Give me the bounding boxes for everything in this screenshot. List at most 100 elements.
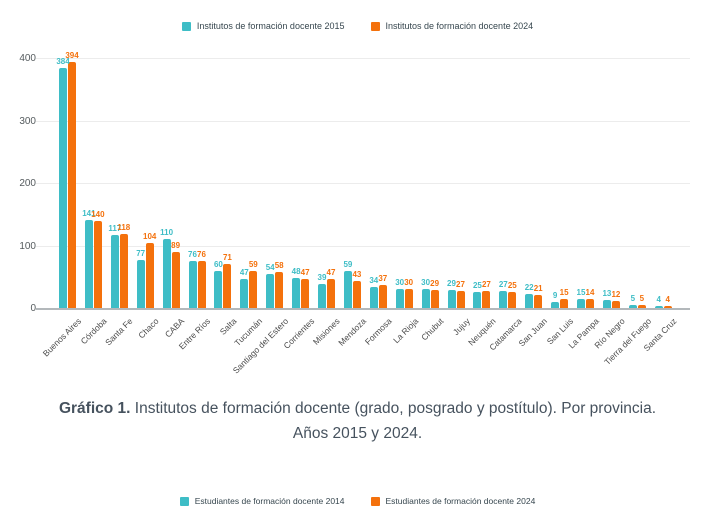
bar-value-2015-misiones: 39 xyxy=(317,272,327,282)
legend-swatch-icon xyxy=(370,21,380,31)
bar-2015-santa-fe[interactable] xyxy=(110,234,119,308)
bar-2015-santa-cruz[interactable] xyxy=(654,305,663,308)
bar-value-2015-cordoba: 141 xyxy=(82,208,96,218)
bar-chart-institutos: 0 100 200 300 400 384 394 141 140 117 118 77 104 110 8… xyxy=(19,51,690,388)
x-label-mendoza: Mendoza xyxy=(336,316,368,348)
bar-2024-santa-fe[interactable] xyxy=(119,234,128,308)
bar-2015-caba[interactable] xyxy=(162,239,171,308)
bar-value-2015-entre-rios: 76 xyxy=(188,249,197,259)
bar-2015-formosa[interactable] xyxy=(369,286,378,308)
bar-2015-jujuy[interactable] xyxy=(447,289,456,308)
bar-2024-tierra-del-fuego[interactable] xyxy=(637,304,646,308)
bar-2024-misiones[interactable] xyxy=(327,278,335,308)
bar-value-2015-caba: 110 xyxy=(160,228,174,238)
bar-2015-misiones[interactable] xyxy=(318,283,326,308)
bar-value-2024-entre-rios: 76 xyxy=(197,249,206,259)
plot-area: 0 100 200 300 400 384 394 141 140 117 118 77 104 110 8… xyxy=(19,51,690,314)
bar-2024-mendoza[interactable] xyxy=(352,281,361,308)
bar-2015-rio-negro[interactable] xyxy=(602,299,611,308)
bar-2015-san-luis[interactable] xyxy=(551,302,560,308)
chart-legend-bottom: Estudiantes de formación docente 2014 Est… xyxy=(0,496,715,506)
bar-value-2024-jujuy: 27 xyxy=(456,280,465,290)
legend-label: Estudiantes de formación docente 2014 xyxy=(194,496,345,506)
figure-caption: Gráfico 1. Institutos de formación docen… xyxy=(0,396,715,446)
bar-2024-salta[interactable] xyxy=(223,263,232,308)
bar-2024-santiago-del-estero[interactable] xyxy=(275,271,284,308)
bar-value-2015-tucuman: 47 xyxy=(239,267,249,277)
bar-2015-corrientes[interactable] xyxy=(292,278,301,308)
bar-2015-buenos-aires[interactable] xyxy=(59,68,67,308)
legend-swatch-icon xyxy=(370,496,380,506)
bar-2024-formosa[interactable] xyxy=(378,284,387,308)
bar-2024-caba[interactable] xyxy=(171,252,180,308)
gridline-100 xyxy=(36,245,690,247)
legend-swatch-icon xyxy=(181,21,191,31)
bar-value-2024-caba: 89 xyxy=(171,241,181,251)
bar-2024-corrientes[interactable] xyxy=(301,278,310,308)
gridline-300 xyxy=(36,120,690,122)
bar-2024-entre-rios[interactable] xyxy=(197,260,206,308)
bar-value-2024-catamarca: 25 xyxy=(507,281,517,291)
bar-value-2024-la-pampa: 14 xyxy=(585,288,595,298)
bar-value-2015-mendoza: 59 xyxy=(343,260,353,270)
bar-value-2015-san-juan: 22 xyxy=(524,283,534,293)
legend-label: Institutos de formación docente 2015 xyxy=(196,21,345,31)
bar-2015-santiago-del-estero[interactable] xyxy=(266,274,275,308)
bar-2015-catamarca[interactable] xyxy=(499,291,508,308)
bar-2024-la-rioja[interactable] xyxy=(404,289,413,308)
bar-value-2024-chaco: 104 xyxy=(143,232,157,241)
bar-value-2024-cordoba: 140 xyxy=(91,209,105,219)
bar-2024-chaco[interactable] xyxy=(145,243,154,308)
y-tick-400: 400 xyxy=(19,53,36,64)
bar-2015-san-juan[interactable] xyxy=(525,294,534,308)
bar-2015-la-pampa[interactable] xyxy=(577,298,585,308)
bar-2015-mendoza[interactable] xyxy=(343,271,352,308)
bar-2024-san-juan[interactable] xyxy=(534,294,543,308)
x-label-buenos-aires: Buenos Aires xyxy=(40,316,84,359)
legend-item-estudiantes-de-formacion-docente-2024[interactable]: Estudiantes de formación docente 2024 xyxy=(370,496,536,506)
bar-2024-santa-cruz[interactable] xyxy=(663,305,672,308)
gridline-200 xyxy=(36,183,690,184)
bar-value-2024-buenos-aires: 394 xyxy=(65,50,79,60)
bar-2015-neuquen[interactable] xyxy=(473,292,482,308)
y-tick-300: 300 xyxy=(19,115,36,127)
bar-2024-buenos-aires[interactable] xyxy=(68,61,76,308)
bar-2024-neuquen[interactable] xyxy=(482,291,491,308)
bar-2015-cordoba[interactable] xyxy=(84,219,93,308)
bar-value-2015-santa-fe: 117 xyxy=(108,223,122,233)
bar-value-2015-santa-cruz: 4 xyxy=(656,294,661,304)
bar-value-2024-salta: 71 xyxy=(222,252,232,262)
bar-2024-tucuman[interactable] xyxy=(249,271,258,308)
chart-legend-top: Institutos de formación docente 2015 Inst… xyxy=(0,21,715,31)
bar-2024-san-luis[interactable] xyxy=(560,298,569,308)
bar-value-2015-chubut: 30 xyxy=(421,278,431,288)
bar-2015-chaco[interactable] xyxy=(136,259,145,308)
bar-2015-salta[interactable] xyxy=(214,270,223,308)
legend-item-estudiantes-de-formacion-docente-2014[interactable]: Estudiantes de formación docente 2014 xyxy=(179,496,345,506)
bar-2015-chubut[interactable] xyxy=(421,289,430,308)
bar-value-2024-mendoza: 43 xyxy=(352,270,362,280)
bar-2015-la-rioja[interactable] xyxy=(395,289,404,308)
bar-2024-jujuy[interactable] xyxy=(456,291,465,308)
bar-2024-la-pampa[interactable] xyxy=(586,299,594,308)
bar-2024-catamarca[interactable] xyxy=(508,292,517,308)
x-label-caba: CABA xyxy=(163,316,187,340)
y-tick-100: 100 xyxy=(19,240,36,252)
bar-value-2015-tierra-del-fuego: 5 xyxy=(630,293,636,303)
bar-value-2015-chaco: 77 xyxy=(136,248,146,258)
legend-item-institutos-de-formacion-docente-2024[interactable]: Institutos de formación docente 2024 xyxy=(370,21,533,31)
x-label-santa-fe: Santa Fe xyxy=(103,316,135,348)
y-tick-200: 200 xyxy=(19,178,36,189)
bar-value-2015-jujuy: 29 xyxy=(447,278,456,288)
legend-label: Estudiantes de formación docente 2024 xyxy=(385,496,536,506)
bar-value-2015-salta: 60 xyxy=(213,259,223,269)
bar-2024-chubut[interactable] xyxy=(430,289,439,308)
bar-2015-entre-rios[interactable] xyxy=(188,260,197,308)
bar-2015-tucuman[interactable] xyxy=(240,278,249,308)
legend-item-institutos-de-formacion-docente-2015[interactable]: Institutos de formación docente 2015 xyxy=(181,21,345,31)
legend-swatch-icon xyxy=(179,496,189,506)
bar-2024-cordoba[interactable] xyxy=(93,220,102,308)
bar-2015-tierra-del-fuego[interactable] xyxy=(628,304,637,308)
bar-2024-rio-negro[interactable] xyxy=(611,300,620,308)
